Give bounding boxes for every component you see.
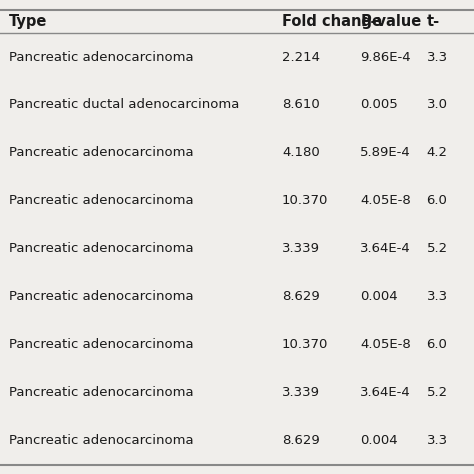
Text: 2.214: 2.214 — [282, 51, 320, 64]
Text: 10.370: 10.370 — [282, 194, 328, 207]
Text: Pancreatic adenocarcinoma: Pancreatic adenocarcinoma — [9, 338, 193, 351]
Text: P-value: P-value — [360, 14, 421, 29]
Text: 3.3: 3.3 — [427, 51, 448, 64]
Text: 3.339: 3.339 — [282, 386, 320, 399]
Text: 5.89E-4: 5.89E-4 — [360, 146, 411, 159]
Text: 3.0: 3.0 — [427, 99, 447, 111]
Text: 3.3: 3.3 — [427, 434, 448, 447]
Text: 5.2: 5.2 — [427, 386, 448, 399]
Text: 8.629: 8.629 — [282, 290, 320, 303]
Text: 4.05E-8: 4.05E-8 — [360, 194, 411, 207]
Text: Pancreatic adenocarcinoma: Pancreatic adenocarcinoma — [9, 386, 193, 399]
Text: 6.0: 6.0 — [427, 194, 447, 207]
Text: Pancreatic adenocarcinoma: Pancreatic adenocarcinoma — [9, 434, 193, 447]
Text: Pancreatic adenocarcinoma: Pancreatic adenocarcinoma — [9, 51, 193, 64]
Text: 5.2: 5.2 — [427, 242, 448, 255]
Text: 9.86E-4: 9.86E-4 — [360, 51, 411, 64]
Text: 10.370: 10.370 — [282, 338, 328, 351]
Text: Pancreatic adenocarcinoma: Pancreatic adenocarcinoma — [9, 242, 193, 255]
Text: 3.3: 3.3 — [427, 290, 448, 303]
Text: 3.339: 3.339 — [282, 242, 320, 255]
Text: Pancreatic adenocarcinoma: Pancreatic adenocarcinoma — [9, 194, 193, 207]
Text: t-: t- — [427, 14, 440, 29]
Text: Pancreatic adenocarcinoma: Pancreatic adenocarcinoma — [9, 290, 193, 303]
Text: Type: Type — [9, 14, 47, 29]
Text: 6.0: 6.0 — [427, 338, 447, 351]
Text: 4.180: 4.180 — [282, 146, 320, 159]
Text: 0.004: 0.004 — [360, 434, 398, 447]
Text: 0.005: 0.005 — [360, 99, 398, 111]
Text: 3.64E-4: 3.64E-4 — [360, 242, 411, 255]
Text: 4.2: 4.2 — [427, 146, 447, 159]
Text: Pancreatic adenocarcinoma: Pancreatic adenocarcinoma — [9, 146, 193, 159]
Text: 8.610: 8.610 — [282, 99, 320, 111]
Text: 3.64E-4: 3.64E-4 — [360, 386, 411, 399]
Text: 8.629: 8.629 — [282, 434, 320, 447]
Text: Pancreatic ductal adenocarcinoma: Pancreatic ductal adenocarcinoma — [9, 99, 239, 111]
Text: 0.004: 0.004 — [360, 290, 398, 303]
Text: 4.05E-8: 4.05E-8 — [360, 338, 411, 351]
Text: Fold change: Fold change — [282, 14, 382, 29]
